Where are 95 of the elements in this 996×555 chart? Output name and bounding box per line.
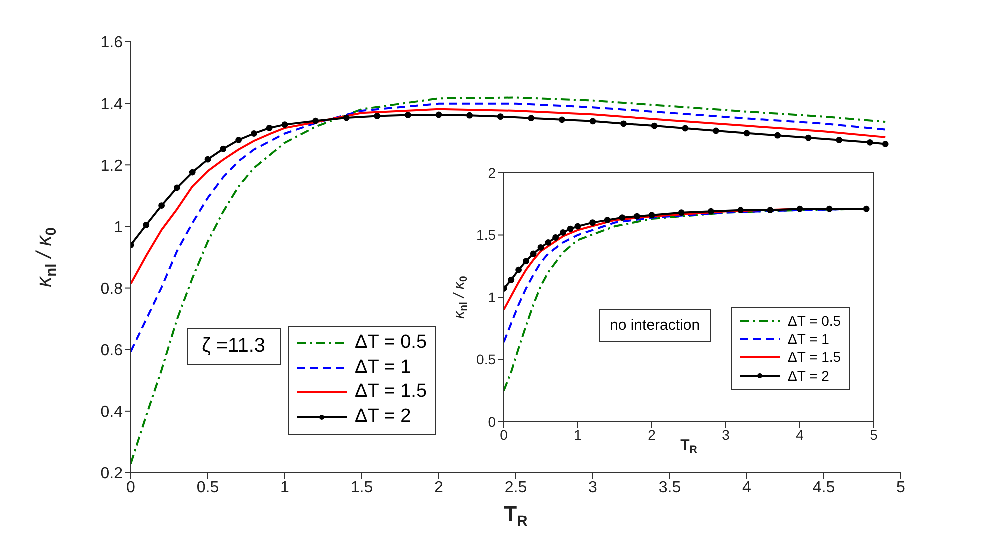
point bbox=[560, 230, 566, 236]
legend-label: ΔT = 1 bbox=[355, 356, 412, 380]
point bbox=[604, 217, 611, 224]
y-tick-label: 2 bbox=[488, 164, 496, 181]
x-tick-label: 2.5 bbox=[504, 479, 528, 496]
point bbox=[374, 112, 381, 120]
x-axis-title: T$_{R}$ bbox=[680, 437, 698, 456]
x-axis-title: T$_{R}$ bbox=[504, 503, 528, 530]
x-tick-label: 5 bbox=[896, 479, 906, 496]
point bbox=[590, 118, 596, 125]
legend-label: ΔT = 1.5 bbox=[355, 380, 428, 404]
point bbox=[436, 112, 442, 118]
point bbox=[678, 210, 685, 216]
point bbox=[805, 134, 812, 142]
point bbox=[708, 208, 714, 215]
point bbox=[738, 207, 744, 214]
point bbox=[767, 207, 774, 214]
point bbox=[466, 112, 473, 119]
point bbox=[826, 206, 833, 212]
point bbox=[682, 125, 689, 132]
x-tick-label: 1.5 bbox=[350, 479, 374, 496]
point bbox=[143, 222, 150, 228]
y-tick-label: 1 bbox=[114, 219, 124, 236]
point bbox=[863, 206, 870, 212]
legend-label: ΔT = 2 bbox=[788, 366, 830, 385]
point bbox=[497, 114, 504, 120]
point bbox=[405, 112, 412, 118]
y-tick-label: 0 bbox=[488, 414, 496, 430]
y-tick-label: 0.5 bbox=[476, 352, 496, 368]
point bbox=[220, 146, 227, 152]
y-tick-label: 0.2 bbox=[100, 466, 124, 483]
point bbox=[236, 137, 242, 144]
x-tick-label: 0.5 bbox=[196, 479, 220, 496]
point bbox=[516, 266, 522, 274]
point bbox=[620, 120, 627, 128]
y-tick-label: 1.6 bbox=[100, 34, 124, 52]
y-tick-label: 1.2 bbox=[100, 158, 124, 175]
point bbox=[530, 250, 537, 258]
point bbox=[523, 258, 530, 265]
x-tick-label: 4.5 bbox=[812, 479, 836, 496]
point bbox=[567, 226, 574, 232]
x-tick-label: 0 bbox=[500, 426, 508, 443]
point bbox=[158, 202, 165, 209]
x-tick-label: 3 bbox=[722, 426, 730, 443]
point bbox=[648, 212, 656, 219]
point bbox=[508, 276, 515, 284]
x-tick-label: 5 bbox=[870, 426, 878, 443]
y-tick-label: 1 bbox=[488, 289, 496, 306]
point bbox=[174, 184, 180, 192]
point bbox=[251, 130, 258, 137]
y-tick-label: 0.4 bbox=[100, 404, 124, 422]
x-tick-label: 1 bbox=[574, 426, 582, 443]
point bbox=[204, 156, 212, 163]
point bbox=[552, 234, 559, 241]
point bbox=[312, 118, 319, 124]
point bbox=[282, 122, 288, 128]
y-tick-label: 0.6 bbox=[100, 342, 124, 360]
x-tick-label: 4 bbox=[796, 426, 804, 443]
x-tick-label: 3.5 bbox=[658, 479, 682, 496]
x-tick-label: 1 bbox=[280, 479, 290, 496]
point bbox=[882, 141, 889, 148]
point bbox=[574, 223, 582, 230]
point bbox=[836, 137, 843, 144]
x-tick-label: 3 bbox=[588, 479, 598, 496]
y-tick-label: 1.5 bbox=[476, 227, 496, 244]
point bbox=[774, 132, 781, 139]
point bbox=[713, 128, 720, 134]
legend-label: ΔT = 0.5 bbox=[788, 312, 842, 330]
point bbox=[189, 169, 196, 176]
x-tick-label: 4 bbox=[742, 479, 752, 496]
line-series bbox=[131, 96, 887, 465]
point bbox=[528, 115, 535, 122]
point bbox=[651, 122, 658, 130]
point bbox=[796, 206, 804, 212]
point bbox=[619, 214, 626, 222]
point bbox=[559, 116, 566, 124]
annotation: no interaction bbox=[599, 309, 712, 342]
x-tick-label: 0 bbox=[126, 479, 136, 496]
point bbox=[545, 240, 552, 246]
point bbox=[343, 114, 350, 122]
legend-label: ΔT = 2 bbox=[355, 405, 412, 430]
y-tick-label: 0.8 bbox=[100, 280, 124, 298]
legend-label: ΔT = 1.5 bbox=[788, 348, 842, 367]
point bbox=[590, 220, 596, 226]
y-tick-label: 1.4 bbox=[100, 96, 124, 114]
x-tick-label: 2 bbox=[434, 479, 444, 496]
point bbox=[634, 213, 640, 220]
point bbox=[744, 130, 750, 137]
point bbox=[266, 125, 273, 132]
legend-label: ΔT = 1 bbox=[788, 330, 830, 348]
annotation: ζ =11.3 bbox=[187, 328, 280, 365]
point bbox=[867, 139, 874, 146]
point bbox=[538, 244, 544, 251]
legend-label: ΔT = 0.5 bbox=[355, 331, 428, 355]
x-tick-label: 2 bbox=[648, 426, 656, 443]
